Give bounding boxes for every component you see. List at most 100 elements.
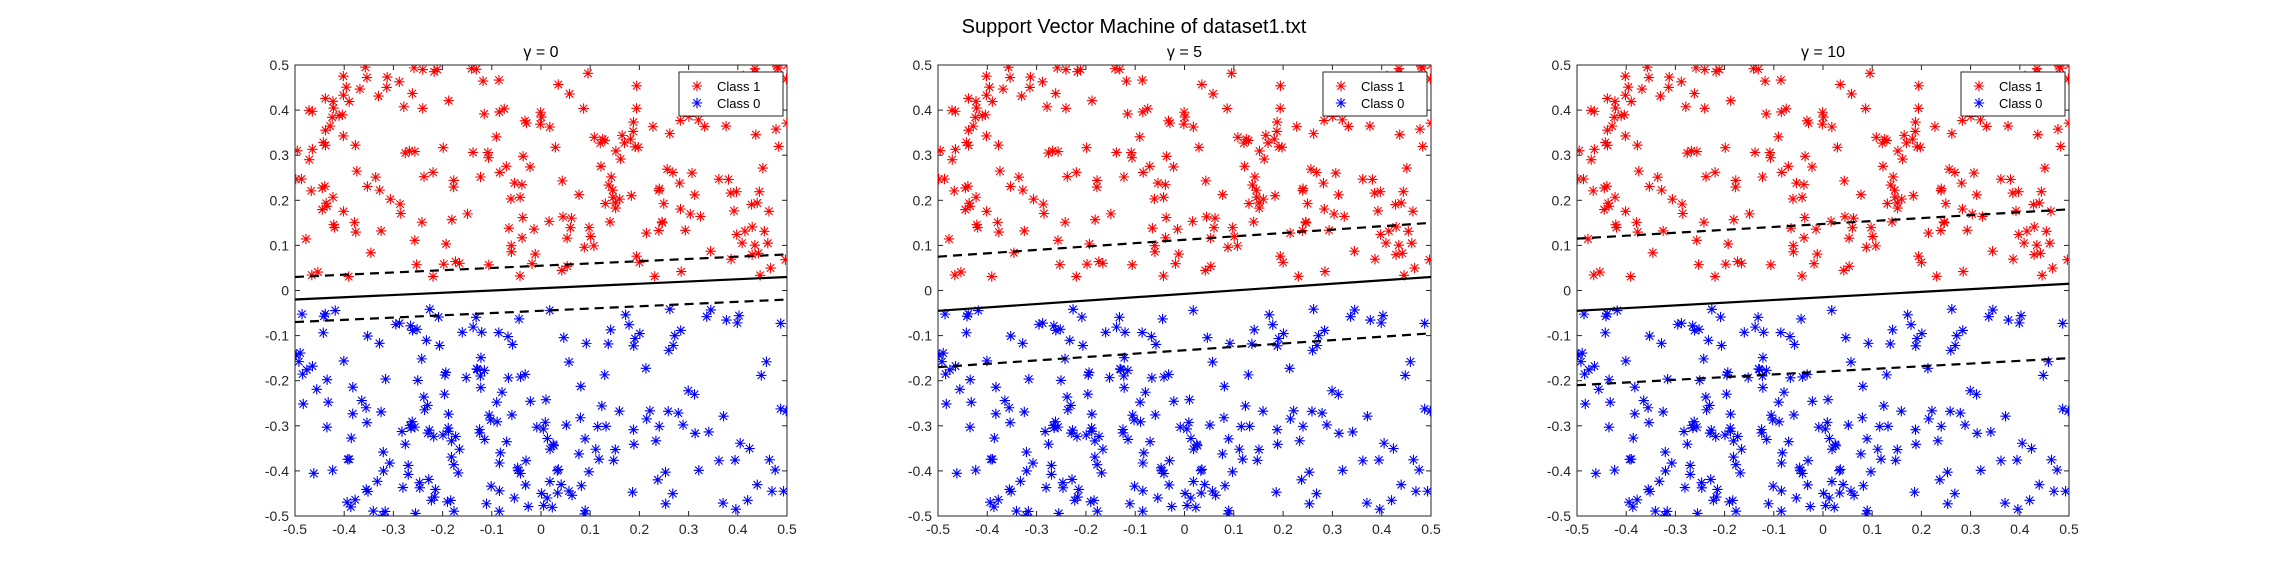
class-1-point	[968, 120, 979, 132]
class-0-point	[2048, 486, 2060, 497]
x-tick-label: 0.3	[1323, 521, 1343, 537]
class-1-point	[491, 131, 502, 143]
class-0-point	[474, 424, 485, 435]
class-1-point	[375, 225, 387, 237]
class-1-point	[1239, 161, 1250, 172]
class-1-point	[318, 137, 329, 148]
class-0-point	[718, 411, 729, 422]
class-0-point	[1706, 304, 1717, 315]
class-0-point	[1184, 394, 1195, 405]
class-0-point	[954, 384, 966, 395]
class-1-point	[1632, 226, 1643, 238]
class-1-point	[1690, 65, 1702, 74]
class-0-point	[1217, 448, 1228, 460]
class-1-point	[773, 141, 784, 152]
class-0-point	[1089, 451, 1101, 463]
class-1-point	[1981, 121, 1992, 132]
class-0-point	[547, 502, 558, 513]
class-1-point	[1749, 147, 1761, 158]
class-0-point	[520, 455, 532, 466]
class-1-point	[1262, 137, 1274, 149]
class-0-point	[938, 356, 948, 367]
class-0-point	[531, 421, 542, 433]
class-1-point	[619, 137, 630, 149]
class-0-point	[1654, 476, 1665, 487]
class-1-point	[1217, 189, 1228, 200]
class-0-point	[752, 479, 763, 490]
class-1-point	[955, 266, 967, 278]
class-1-point	[1633, 165, 1644, 177]
class-1-point	[599, 135, 610, 146]
y-tick-label: 0	[281, 283, 289, 299]
class-1-point	[1060, 65, 1072, 75]
class-0-point	[1089, 435, 1101, 447]
class-0-point	[1830, 439, 1841, 450]
y-tick-label: -0.1	[1547, 328, 1571, 344]
y-tick-label: 0.3	[1552, 147, 1572, 163]
class-1-point	[610, 197, 621, 209]
class-0-point	[1743, 372, 1754, 383]
class-0-point	[485, 414, 496, 426]
class-1-point	[1164, 117, 1176, 129]
class-0-point	[378, 446, 389, 458]
class-0-point	[1892, 444, 1903, 455]
class-0-point	[484, 410, 495, 421]
class-1-point	[475, 171, 486, 183]
x-tick-label: -0.2	[1713, 521, 1737, 537]
class-0-point	[374, 338, 385, 349]
class-0-point	[1419, 403, 1430, 415]
class-0-point	[2057, 318, 2068, 329]
class-1-point	[1251, 192, 1262, 203]
class-1-point	[321, 200, 333, 212]
class-1-point	[781, 118, 787, 129]
class-1-point	[614, 193, 625, 205]
class-1-point	[2055, 141, 2066, 152]
class-1-point	[1818, 111, 1829, 123]
class-1-point	[1059, 217, 1071, 228]
class-1-point	[972, 222, 983, 233]
class-1-point	[1052, 65, 1063, 74]
class-0-point	[1249, 324, 1260, 336]
class-0-point	[600, 421, 612, 432]
class-0-point	[424, 424, 435, 436]
class-1-point	[514, 270, 526, 282]
class-0-point	[1005, 330, 1016, 342]
class-1-point	[757, 162, 769, 174]
class-1-point	[505, 193, 517, 205]
class-0-point	[1685, 469, 1696, 480]
class-1-point	[1773, 131, 1784, 143]
class-1-point	[1882, 198, 1893, 209]
class-0-point	[467, 321, 479, 333]
class-1-point	[1753, 65, 1764, 75]
class-0-point	[1824, 492, 1835, 504]
class-1-point	[1137, 106, 1148, 118]
class-0-point	[668, 340, 679, 351]
class-0-point	[1077, 340, 1089, 351]
class-0-point	[1583, 364, 1595, 376]
class-0-point	[985, 497, 996, 508]
class-0-point	[295, 349, 302, 361]
class-1-point	[1600, 137, 1611, 148]
class-0-point	[973, 305, 984, 316]
class-1-point	[404, 145, 415, 157]
class-1-point	[615, 153, 626, 165]
class-1-point	[1865, 222, 1877, 233]
class-1-point	[550, 142, 561, 153]
class-1-point	[2047, 262, 2058, 274]
subplot-title: γ = 0	[523, 44, 558, 61]
class-0-point	[1730, 506, 1742, 516]
class-0-point	[1408, 454, 1419, 465]
class-0-point	[1048, 422, 1060, 434]
class-1-point	[1835, 79, 1846, 90]
class-0-point	[1704, 427, 1716, 439]
class-1-point	[950, 144, 961, 155]
class-0-point	[623, 319, 635, 330]
class-0-point	[1911, 333, 1923, 344]
class-0-point	[1725, 422, 1736, 434]
class-1-point	[1881, 135, 1892, 146]
class-0-point	[1689, 416, 1700, 427]
legend: Class 1 Class 0	[1960, 71, 2066, 117]
class-0-point	[1703, 335, 1714, 346]
class-1-point	[467, 147, 479, 158]
class-1-point	[1602, 93, 1613, 104]
